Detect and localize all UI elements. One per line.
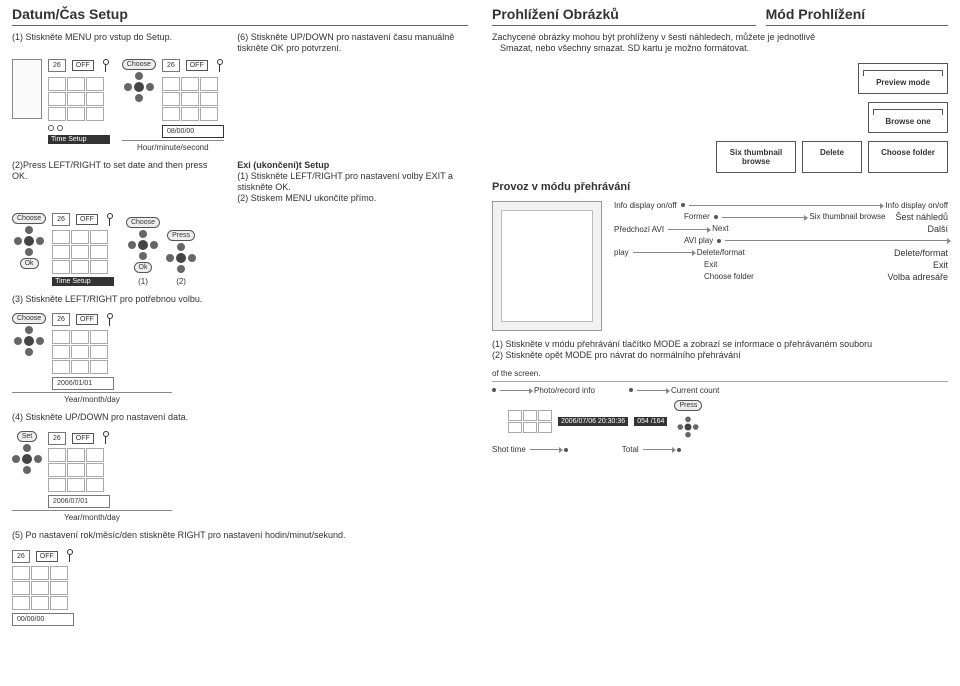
former-lbl: Former [684, 212, 710, 222]
dalsi-lbl: Další [927, 224, 948, 234]
play-label: play [614, 248, 629, 257]
photo-rec-lbl: Photo/record info [534, 386, 595, 396]
marker-1: (1) [138, 277, 148, 286]
screen-mock [492, 201, 602, 331]
right-desc1: Zachycené obrázky mohou být prohlíženy v… [492, 32, 948, 43]
note1: (1) Stiskněte v módu přehrávání tlačítko… [492, 339, 948, 350]
off-badge-2: OFF [186, 60, 208, 71]
dpad-icon [124, 72, 154, 102]
choose-folder-box: Choose folder [868, 141, 948, 173]
exit-title: Exi (ukončení)t Setup [237, 160, 468, 171]
ok-pill: Ok [20, 258, 39, 269]
right-desc2: Smazat, nebo všechny smazat. SD kartu je… [492, 43, 948, 54]
six-thumb-box: Six thumbnail browse [716, 141, 796, 173]
marker-2: (2) [176, 277, 186, 286]
preview-mode-box: Preview mode [858, 63, 948, 94]
lcd-26b: 26 [162, 59, 180, 72]
hour-readout: 08/00/00 [162, 125, 224, 138]
exit-lbl: Exit [704, 260, 717, 270]
thumb-grid-2 [162, 77, 224, 121]
exit-step2: (2) Stiskem MENU ukončíte přímo. [237, 193, 468, 204]
exit-step1: (1) Stiskněte LEFT/RIGHT pro nastavení v… [237, 171, 468, 194]
press-pill-2: Press [674, 400, 702, 411]
press-pill: Press [167, 230, 195, 241]
provoz-heading: Provoz v módu přehrávání [492, 181, 948, 193]
info-disp-lbl: Info display on/off [885, 201, 948, 211]
hms-caption: Hour/minute/second [122, 140, 224, 152]
step5: (5) Po nastavení rok/měsíc/den stiskněte… [12, 530, 468, 541]
step3: (3) Stiskněte LEFT/RIGHT pro potřebnou v… [12, 294, 468, 305]
choose-pill-1: Choose [122, 59, 156, 70]
date-2006a: 2006/01/01 [52, 377, 114, 390]
stick-icon [100, 59, 110, 73]
avi-play-lbl: AVI play [684, 236, 713, 246]
set-pill: Set [17, 431, 38, 442]
right-title-1: Prohlížení Obrázků [492, 6, 756, 26]
next-lbl: Next [712, 224, 728, 234]
choose-folder-lbl: Choose folder [704, 272, 754, 282]
volba-lbl: Volba adresáře [887, 272, 948, 282]
left-title: Datum/Čas Setup [12, 6, 468, 26]
cnt-bar: 054 /164 [634, 417, 667, 426]
delete-box: Delete [802, 141, 862, 173]
ts-bar: 2006/07/06 20:30:36 [558, 417, 628, 426]
date-2006b: 2006/07/01 [48, 495, 110, 508]
time-setup-label: Time Setup [48, 135, 110, 144]
placeholder-box [12, 59, 42, 119]
stick-icon-2 [214, 59, 224, 73]
of-screen: of the screen. [492, 369, 948, 382]
step6: (6) Stiskněte UP/DOWN pro nastavení času… [237, 32, 468, 55]
sest-lbl: Šest náhledů [895, 212, 948, 222]
ymd-caption-1: Year/month/day [12, 392, 172, 404]
browse-one-box: Browse one [868, 102, 948, 133]
shot-time-lbl: Shot time [492, 445, 526, 455]
exit-lbl2: Exit [933, 260, 948, 270]
delfmt-lbl: Delete/format [697, 248, 745, 258]
total-lbl: Total [622, 445, 639, 455]
date-bottom: 00/00/00 [12, 613, 74, 626]
six-browse-lbl: Six thumbnail browse [809, 212, 885, 222]
note2: (2) Stiskněte opět MODE pro návrat do no… [492, 350, 948, 361]
off-badge: OFF [72, 60, 94, 71]
step2: (2)Press LEFT/RIGHT to set date and then… [12, 160, 217, 205]
step1: (1) Stiskněte MENU pro vstup do Setup. [12, 32, 217, 55]
ymd-caption-2: Year/month/day [12, 510, 172, 522]
lcd-26: 26 [48, 59, 66, 72]
predchozi-label: Předchozí AVI [614, 225, 664, 234]
current-count-lbl: Current count [671, 386, 719, 396]
info-onoff-label: Info display on/off [614, 201, 677, 210]
right-title-2: Mód Prohlížení [766, 6, 948, 26]
step4: (4) Stiskněte UP/DOWN pro nastavení data… [12, 412, 468, 423]
delfmt-lbl2: Delete/format [894, 248, 948, 258]
thumb-grid [48, 77, 110, 121]
